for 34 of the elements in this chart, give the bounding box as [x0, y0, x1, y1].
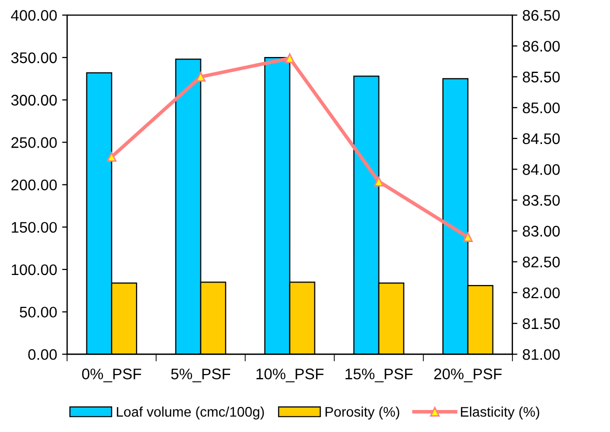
y2-tick-label: 85.50 [522, 72, 560, 82]
y-tick-label: 50.00 [20, 306, 57, 318]
point [284, 53, 295, 64]
legend-label: Elasticity (%) [460, 406, 540, 420]
x-tick-label: 20%_PSF [434, 368, 502, 382]
y2-tick-label: 84.50 [522, 133, 560, 144]
y-tick-label: 150.00 [12, 222, 57, 233]
point [196, 72, 206, 82]
y2-tick-label: 86.00 [522, 40, 560, 52]
y2-tick-label: 82.00 [522, 287, 560, 298]
y-tick-label: 0.00 [28, 349, 57, 360]
x-tick-label: 10%_PSF [256, 368, 324, 382]
y-tick-label: 200.00 [11, 180, 57, 190]
y-tick-label: 250.00 [11, 137, 57, 148]
y2-tick-label: 83.00 [522, 226, 560, 237]
y2-tick-label: 81.00 [522, 349, 560, 360]
x-tick-label: 5%_PSF [171, 368, 230, 382]
y-tick-label: 350.00 [11, 52, 57, 64]
y2-tick-label: 81.50 [522, 318, 560, 330]
x-tick-label: 15%_PSF [346, 368, 413, 382]
y2-tick-label: 82.50 [522, 256, 560, 268]
x-tick-label: 0%_PSF [82, 368, 142, 382]
y-tick-label: 100.00 [12, 264, 57, 276]
y2-tick-label: 84.00 [522, 164, 560, 175]
point [106, 152, 116, 162]
legend-label: Loaf volume (cmc/100g) [116, 406, 264, 420]
y2-tick-label: 85.00 [522, 102, 560, 114]
point [463, 232, 473, 242]
y-tick-label: 300.00 [11, 94, 57, 106]
y2-tick-label: 83.50 [522, 194, 560, 206]
y-tick-label: 400.00 [11, 10, 57, 21]
y2-tick-label: 86.50 [522, 10, 560, 21]
point [374, 176, 384, 186]
legend-label: Porosity (%) [326, 406, 400, 420]
